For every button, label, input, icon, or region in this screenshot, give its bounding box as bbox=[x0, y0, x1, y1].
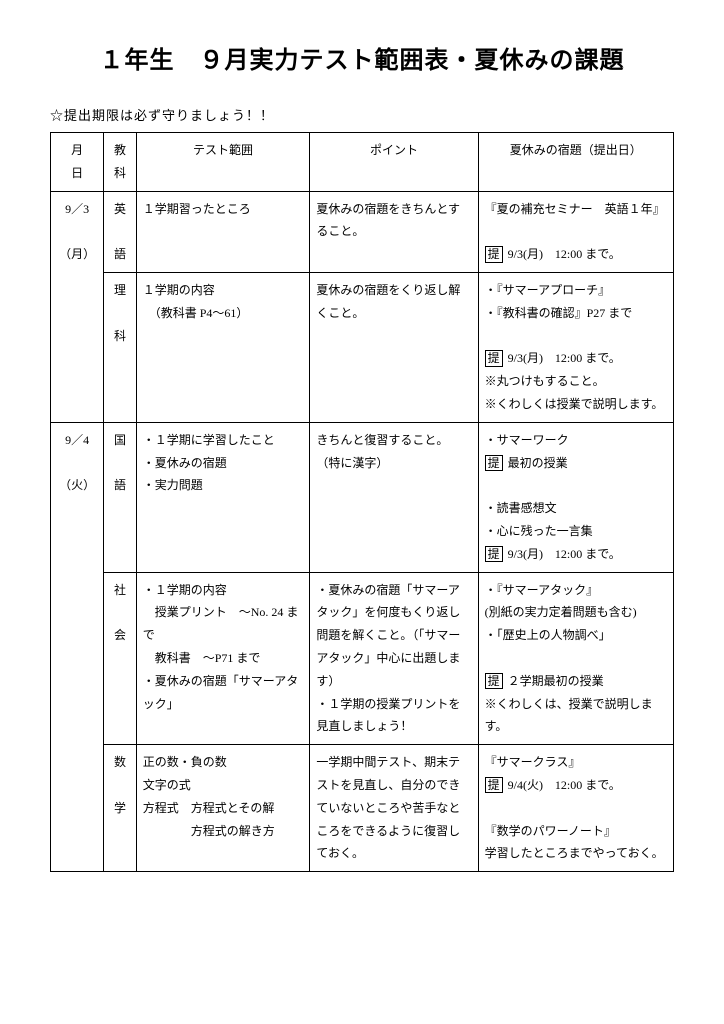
header-subject: 教科 bbox=[104, 133, 137, 192]
header-range: テスト範囲 bbox=[136, 133, 310, 192]
subject-cell: 理科 bbox=[104, 272, 137, 422]
table-row: 理科１学期の内容 （教科書 P4～61）夏休みの宿題をくり返し解くこと。・『サマ… bbox=[51, 272, 674, 422]
range-cell: ・１学期の内容 授業プリント ～No. 24 まで 教科書 ～P71 まで・夏休… bbox=[136, 572, 310, 745]
header-row: 月日 教科 テスト範囲 ポイント 夏休みの宿題（提出日） bbox=[51, 133, 674, 192]
header-homework: 夏休みの宿題（提出日） bbox=[478, 133, 673, 192]
point-cell: 夏休みの宿題をくり返し解くこと。 bbox=[310, 272, 478, 422]
homework-cell: ・『サマーアプローチ』・『教科書の確認』P27 まで 提 9/3(月) 12:0… bbox=[478, 272, 673, 422]
table-body: 9／3（月）英語１学期習ったところ夏休みの宿題をきちんとすること。『夏の補充セミ… bbox=[51, 191, 674, 872]
range-cell: １学期習ったところ bbox=[136, 191, 310, 272]
point-cell: 一学期中間テスト、期末テストを見直し、自分のできていないところや苦手なところをで… bbox=[310, 745, 478, 872]
homework-cell: ・『サマーアタック』(別紙の実力定着問題も含む)・「歴史上の人物調べ」 提 ２学… bbox=[478, 572, 673, 745]
page-title: １年生 ９月実力テスト範囲表・夏休みの課題 bbox=[50, 40, 674, 75]
homework-cell: 『サマークラス』提 9/4(火) 12:00 まで。 『数学のパワーノート』学習… bbox=[478, 745, 673, 872]
date-cell: 9／4（火） bbox=[51, 422, 104, 871]
header-point: ポイント bbox=[310, 133, 478, 192]
table-row: 9／4（火）国語・１学期に学習したこと・夏休みの宿題・実力問題きちんと復習するこ… bbox=[51, 422, 674, 572]
header-date: 月日 bbox=[51, 133, 104, 192]
point-cell: きちんと復習すること。（特に漢字） bbox=[310, 422, 478, 572]
table-row: 9／3（月）英語１学期習ったところ夏休みの宿題をきちんとすること。『夏の補充セミ… bbox=[51, 191, 674, 272]
range-cell: ・１学期に学習したこと・夏休みの宿題・実力問題 bbox=[136, 422, 310, 572]
note-text: ☆提出期限は必ず守りましょう！！ bbox=[50, 105, 674, 124]
range-cell: 正の数・負の数文字の式方程式 方程式とその解 方程式の解き方 bbox=[136, 745, 310, 872]
subject-cell: 英語 bbox=[104, 191, 137, 272]
subject-cell: 国語 bbox=[104, 422, 137, 572]
point-cell: 夏休みの宿題をきちんとすること。 bbox=[310, 191, 478, 272]
table-row: 数学正の数・負の数文字の式方程式 方程式とその解 方程式の解き方一学期中間テスト… bbox=[51, 745, 674, 872]
homework-cell: 『夏の補充セミナー 英語１年』 提 9/3(月) 12:00 まで。 bbox=[478, 191, 673, 272]
subject-cell: 社会 bbox=[104, 572, 137, 745]
schedule-table: 月日 教科 テスト範囲 ポイント 夏休みの宿題（提出日） 9／3（月）英語１学期… bbox=[50, 132, 674, 872]
homework-cell: ・サマーワーク提 最初の授業 ・読書感想文・心に残った一言集提 9/3(月) 1… bbox=[478, 422, 673, 572]
point-cell: ・夏休みの宿題「サマーアタック」を何度もくり返し問題を解くこと。（「サマーアタッ… bbox=[310, 572, 478, 745]
date-cell: 9／3（月） bbox=[51, 191, 104, 422]
subject-cell: 数学 bbox=[104, 745, 137, 872]
table-row: 社会・１学期の内容 授業プリント ～No. 24 まで 教科書 ～P71 まで・… bbox=[51, 572, 674, 745]
range-cell: １学期の内容 （教科書 P4～61） bbox=[136, 272, 310, 422]
